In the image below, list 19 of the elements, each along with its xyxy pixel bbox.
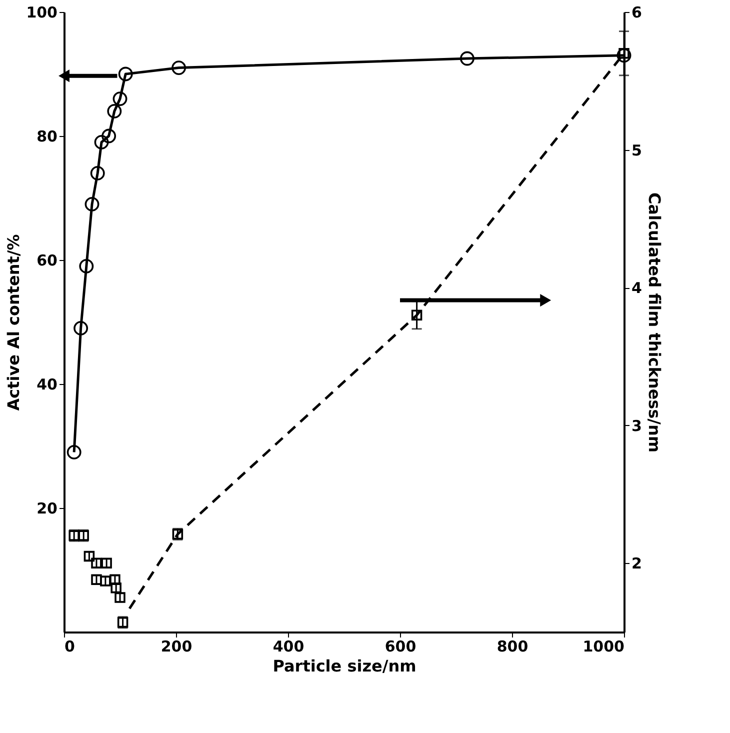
x-tick-label: 400 — [272, 638, 304, 656]
x-tick-label: 0 — [64, 638, 75, 656]
y2-tick-label: 3 — [632, 416, 642, 435]
x-axis-title: Particle size/nm — [272, 656, 416, 676]
y2-tick-label: 2 — [632, 554, 642, 573]
y2-tick-label: 6 — [632, 4, 642, 22]
y-tick-label: 40 — [36, 376, 58, 394]
x-tick-label: 800 — [496, 638, 528, 656]
y2-tick-label: 5 — [632, 141, 642, 160]
y2-axis-title: Calculated film thickness/nm — [644, 192, 664, 453]
y-axis-title: Active Al content/% — [4, 234, 24, 411]
y2-tick-label: 4 — [632, 279, 642, 298]
y-tick-label: 20 — [36, 500, 58, 518]
y-tick-label: 60 — [36, 252, 58, 270]
x-tick-label: 1000 — [582, 638, 624, 656]
x-tick-label: 200 — [160, 638, 192, 656]
y-tick-label: 100 — [26, 4, 58, 22]
y-tick-label: 80 — [36, 128, 58, 146]
x-tick-label: 600 — [384, 638, 416, 656]
